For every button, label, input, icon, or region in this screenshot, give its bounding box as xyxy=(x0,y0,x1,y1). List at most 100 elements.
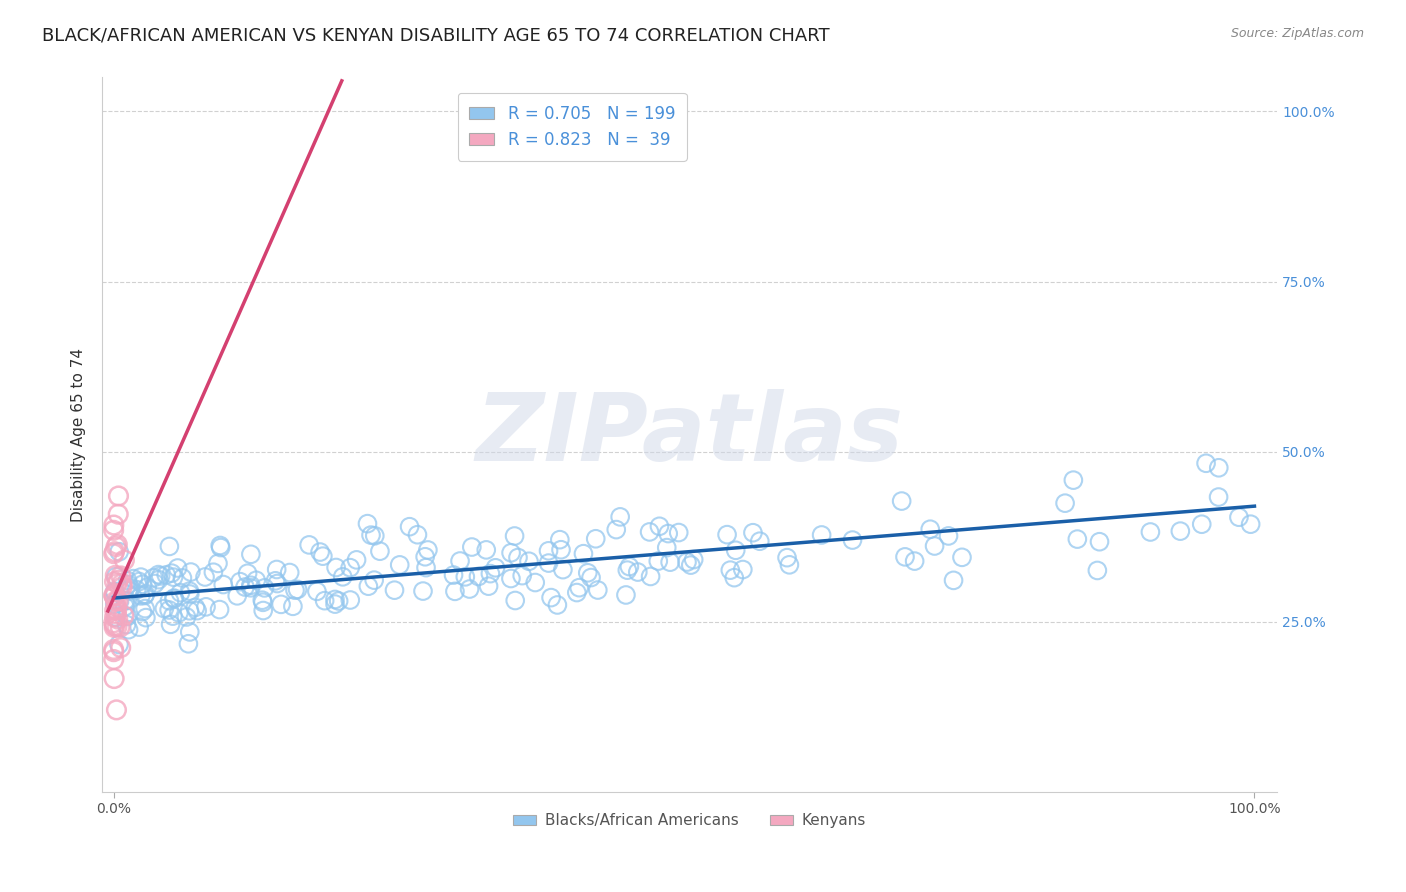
Point xyxy=(157,603,180,617)
Point xyxy=(398,519,420,533)
Point xyxy=(328,594,350,608)
Point xyxy=(103,645,125,659)
Point xyxy=(103,524,125,538)
Point xyxy=(458,582,481,596)
Point xyxy=(484,561,506,575)
Point xyxy=(676,555,699,569)
Point xyxy=(163,591,186,606)
Point xyxy=(135,610,157,624)
Point xyxy=(105,537,128,551)
Point xyxy=(108,545,131,559)
Point xyxy=(1208,460,1230,475)
Point xyxy=(659,555,682,569)
Point xyxy=(131,577,153,591)
Point xyxy=(499,546,522,560)
Point xyxy=(924,539,946,553)
Point xyxy=(415,560,437,574)
Point xyxy=(253,581,276,595)
Point xyxy=(640,569,662,583)
Point xyxy=(950,550,973,565)
Point xyxy=(176,610,198,624)
Point xyxy=(449,554,471,568)
Point xyxy=(117,574,139,588)
Point xyxy=(648,519,671,533)
Point xyxy=(550,542,572,557)
Point xyxy=(125,582,148,597)
Point xyxy=(647,554,669,568)
Point xyxy=(143,576,166,591)
Point xyxy=(105,703,128,717)
Point xyxy=(117,577,139,591)
Point xyxy=(107,593,129,607)
Legend: Blacks/African Americans, Kenyans: Blacks/African Americans, Kenyans xyxy=(508,807,872,834)
Point xyxy=(716,527,738,541)
Point xyxy=(167,606,190,620)
Point xyxy=(104,597,127,611)
Point xyxy=(239,547,262,561)
Point xyxy=(572,547,595,561)
Point xyxy=(616,563,638,577)
Point xyxy=(128,574,150,589)
Point xyxy=(548,533,571,547)
Point xyxy=(122,572,145,586)
Point xyxy=(107,489,129,503)
Point xyxy=(103,518,125,533)
Point xyxy=(524,575,547,590)
Point xyxy=(239,578,262,592)
Point xyxy=(325,560,347,574)
Point xyxy=(194,570,217,584)
Point xyxy=(657,526,679,541)
Point xyxy=(179,624,201,639)
Point xyxy=(627,565,650,579)
Point xyxy=(103,672,125,686)
Point xyxy=(356,516,378,531)
Point xyxy=(368,544,391,558)
Point xyxy=(1054,496,1077,510)
Point xyxy=(117,623,139,637)
Point xyxy=(157,540,180,554)
Point xyxy=(1062,473,1084,487)
Y-axis label: Disability Age 65 to 74: Disability Age 65 to 74 xyxy=(72,348,86,522)
Point xyxy=(186,604,208,618)
Point xyxy=(252,603,274,617)
Point xyxy=(537,544,560,558)
Point xyxy=(105,607,128,621)
Point xyxy=(104,570,127,584)
Point xyxy=(134,589,156,603)
Point xyxy=(160,566,183,581)
Point xyxy=(252,593,274,607)
Point xyxy=(245,574,267,588)
Point xyxy=(162,609,184,624)
Point xyxy=(202,566,225,580)
Point xyxy=(142,571,165,585)
Point xyxy=(179,587,201,601)
Point xyxy=(890,494,912,508)
Point xyxy=(108,594,131,608)
Point xyxy=(1066,532,1088,546)
Point xyxy=(605,523,627,537)
Point xyxy=(776,550,799,565)
Point xyxy=(112,553,135,567)
Point xyxy=(638,524,661,539)
Point xyxy=(103,588,125,602)
Point xyxy=(551,563,574,577)
Point xyxy=(363,573,385,587)
Point xyxy=(117,609,139,624)
Point xyxy=(360,528,382,542)
Point xyxy=(252,595,274,609)
Point xyxy=(226,589,249,603)
Point xyxy=(264,574,287,588)
Point xyxy=(103,547,125,561)
Point xyxy=(679,558,702,573)
Point xyxy=(108,620,131,634)
Point xyxy=(323,592,346,607)
Point xyxy=(388,558,411,572)
Point xyxy=(105,599,128,614)
Point xyxy=(1239,517,1261,532)
Point xyxy=(346,553,368,567)
Point xyxy=(104,594,127,608)
Point xyxy=(540,591,562,605)
Point xyxy=(287,582,309,597)
Point xyxy=(479,566,502,581)
Point xyxy=(309,545,332,559)
